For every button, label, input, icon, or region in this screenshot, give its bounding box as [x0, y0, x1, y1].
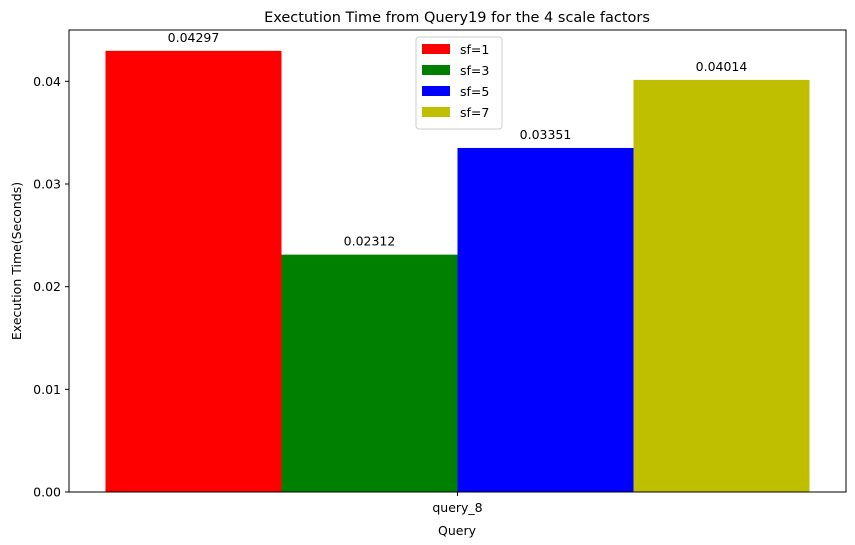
bar-sf-5 [457, 147, 634, 493]
legend-label: sf=3 [460, 63, 489, 78]
legend: sf=1 sf=3 sf=5 sf=7 [415, 36, 503, 130]
x-tick-label: query_8 [432, 500, 482, 515]
y-tick-label: 0.02 [33, 279, 61, 294]
legend-label: sf=5 [460, 84, 489, 99]
y-tick-label: 0.03 [33, 177, 61, 192]
plot-frame [68, 29, 847, 493]
bar-value-label: 0.04014 [696, 59, 748, 74]
legend-label: sf=1 [460, 42, 489, 57]
y-tick-label: 0.04 [33, 74, 61, 89]
bar-value-label: 0.02312 [344, 234, 396, 249]
legend-swatch [422, 107, 450, 117]
x-axis-label: Query [438, 523, 477, 538]
legend-swatch [422, 86, 450, 96]
y-tick-label: 0.00 [33, 485, 61, 500]
bar-sf-7 [633, 79, 810, 492]
chart-title: Exectution Time from Query19 for the 4 s… [264, 10, 650, 26]
bar-sf-1 [105, 50, 282, 492]
bar-sf-3 [281, 254, 458, 492]
y-axis-label: Execution Time(Seconds) [9, 182, 24, 340]
legend-label: sf=7 [460, 105, 489, 120]
bar-value-label: 0.04297 [168, 30, 220, 45]
y-tick-label: 0.01 [33, 382, 61, 397]
legend-swatch [422, 44, 450, 54]
legend-box [415, 36, 503, 130]
bar-value-label: 0.03351 [520, 127, 572, 142]
legend-swatch [422, 65, 450, 75]
